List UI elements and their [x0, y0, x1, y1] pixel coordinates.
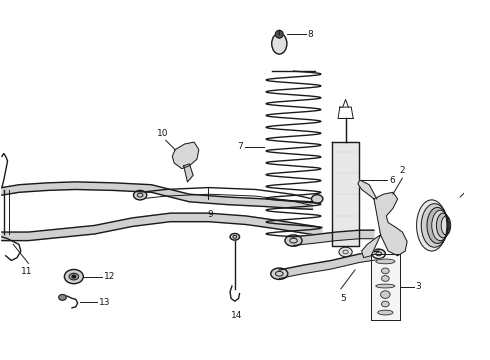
Polygon shape — [294, 230, 374, 245]
Ellipse shape — [441, 216, 451, 235]
Ellipse shape — [376, 259, 395, 264]
Polygon shape — [358, 180, 377, 199]
Ellipse shape — [272, 33, 287, 54]
Text: 8: 8 — [308, 30, 314, 39]
Ellipse shape — [378, 310, 393, 315]
Text: 10: 10 — [157, 129, 169, 138]
Ellipse shape — [59, 294, 66, 300]
Text: 3: 3 — [416, 283, 421, 292]
Text: 5: 5 — [340, 294, 345, 303]
Ellipse shape — [416, 200, 447, 251]
Text: 14: 14 — [231, 311, 243, 320]
Ellipse shape — [432, 210, 449, 240]
Text: 11: 11 — [21, 267, 32, 276]
Text: 6: 6 — [389, 176, 395, 185]
Ellipse shape — [382, 301, 389, 307]
Ellipse shape — [437, 213, 450, 238]
Ellipse shape — [271, 268, 288, 279]
Polygon shape — [279, 251, 379, 279]
Polygon shape — [2, 182, 313, 210]
Ellipse shape — [230, 234, 240, 240]
Ellipse shape — [381, 291, 390, 298]
Ellipse shape — [133, 190, 147, 200]
Ellipse shape — [421, 204, 448, 247]
Polygon shape — [362, 235, 381, 258]
Polygon shape — [2, 213, 322, 240]
Ellipse shape — [372, 249, 385, 258]
Polygon shape — [184, 164, 193, 182]
Polygon shape — [172, 142, 199, 168]
Text: 2: 2 — [399, 166, 405, 175]
Ellipse shape — [69, 273, 78, 280]
Ellipse shape — [376, 284, 395, 288]
Bar — [332, 142, 359, 246]
Ellipse shape — [285, 235, 302, 246]
Ellipse shape — [64, 270, 83, 284]
Ellipse shape — [339, 247, 352, 257]
Text: 13: 13 — [98, 298, 110, 307]
Polygon shape — [374, 192, 407, 256]
Text: 9: 9 — [207, 210, 213, 219]
Ellipse shape — [72, 275, 76, 278]
Ellipse shape — [275, 30, 283, 38]
Ellipse shape — [382, 276, 389, 281]
Text: 7: 7 — [238, 142, 244, 151]
Ellipse shape — [382, 268, 389, 274]
Ellipse shape — [312, 195, 323, 203]
Bar — [371, 254, 399, 320]
Ellipse shape — [427, 207, 448, 243]
Text: 12: 12 — [104, 272, 116, 281]
